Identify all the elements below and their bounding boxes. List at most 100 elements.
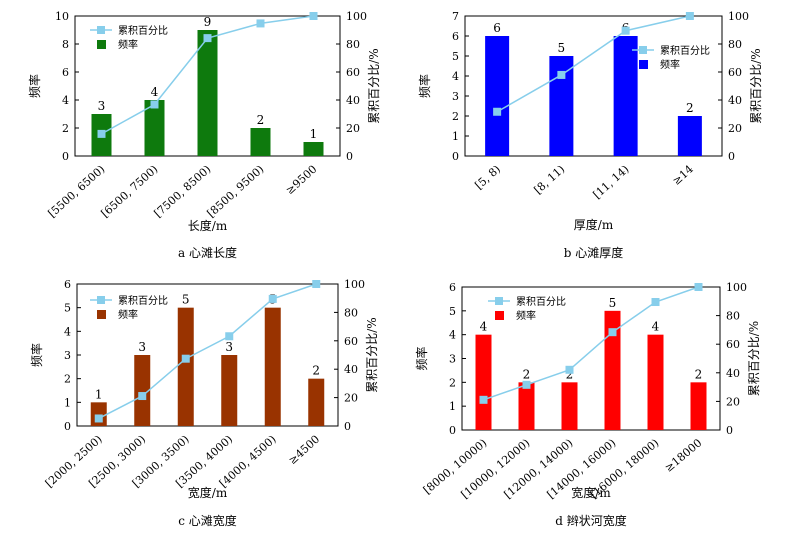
cumulative-marker (608, 328, 617, 337)
left-tick-label: 2 (452, 110, 459, 123)
x-axis-title: 厚度/m (574, 217, 614, 232)
cumulative-marker (565, 365, 574, 374)
bar (647, 334, 664, 430)
right-tick-label: 80 (726, 310, 740, 323)
legend-line-label: 累积百分比 (660, 45, 710, 57)
left-tick-label: 1 (449, 400, 456, 413)
cumulative-marker (138, 392, 147, 401)
legend-line-label: 累积百分比 (118, 25, 168, 37)
left-tick-label: 2 (62, 122, 69, 135)
bar-value-label: 2 (257, 113, 265, 127)
right-tick-label: 0 (728, 150, 735, 163)
left-tick-label: 2 (449, 376, 456, 389)
left-tick-label: 5 (64, 302, 71, 315)
bar (221, 355, 238, 426)
bar-value-label: 4 (652, 320, 660, 334)
bar-value-label: 4 (151, 85, 159, 99)
legend-bar-label: 频率 (118, 308, 138, 321)
chart-panel-1: 012345670204060801006562[5, 8)[8, 11)[11… (417, 10, 763, 260)
bar (561, 382, 578, 430)
legend-bar-label: 频率 (660, 58, 680, 71)
x-tick-label: [5, 8) (472, 163, 503, 192)
left-tick-label: 4 (62, 94, 69, 107)
legend-bar-swatch (495, 311, 504, 320)
left-tick-label: 6 (452, 30, 459, 43)
left-tick-label: 1 (64, 396, 71, 409)
bar-value-label: 2 (686, 101, 694, 115)
left-tick-label: 3 (64, 349, 71, 362)
right-axis-title: 累积百分比/% (365, 317, 379, 392)
right-tick-label: 20 (346, 122, 360, 135)
bar-value-label: 6 (493, 21, 501, 35)
x-tick-label: [8500, 9500) (205, 163, 267, 221)
panel-caption: c 心滩宽度 (178, 513, 237, 528)
bar-value-label: 2 (695, 367, 703, 381)
bar-value-label: 2 (566, 367, 574, 381)
legend-bar-swatch (639, 60, 648, 69)
bar (604, 310, 621, 430)
cumulative-marker (97, 129, 106, 138)
cumulative-marker (150, 100, 159, 109)
right-tick-label: 60 (344, 335, 358, 348)
left-tick-label: 10 (55, 10, 69, 23)
legend-bar-swatch (97, 310, 106, 319)
legend-line-label: 累积百分比 (118, 295, 168, 307)
bar (264, 307, 281, 426)
bar-value-label: 5 (182, 293, 190, 307)
left-axis-title: 频率 (27, 74, 42, 98)
left-tick-label: 5 (449, 305, 456, 318)
right-axis-title: 累积百分比/% (749, 48, 763, 123)
left-tick-label: 4 (64, 325, 71, 338)
legend-line-marker (97, 296, 105, 304)
bar-value-label: 2 (523, 367, 531, 381)
bar-value-label: 5 (609, 296, 617, 310)
x-tick-label: ≥4500 (286, 433, 322, 468)
cumulative-marker (479, 395, 488, 404)
bar (177, 307, 194, 426)
right-tick-label: 80 (728, 38, 742, 51)
legend-line-marker (97, 26, 105, 34)
x-tick-label: [8, 11) (532, 163, 568, 197)
bar-value-label: 2 (312, 364, 320, 378)
left-tick-label: 5 (452, 50, 459, 63)
right-tick-label: 60 (346, 66, 360, 79)
cumulative-marker (694, 283, 703, 291)
bar (250, 128, 271, 156)
left-tick-label: 6 (64, 278, 71, 291)
cumulative-marker (181, 354, 190, 363)
cumulative-marker (651, 298, 660, 307)
bar (485, 36, 510, 156)
bar-value-label: 9 (204, 15, 212, 29)
left-tick-label: 6 (449, 281, 456, 294)
right-tick-label: 80 (344, 306, 358, 319)
panel-caption: a 心滩长度 (178, 245, 237, 260)
right-tick-label: 0 (346, 150, 353, 163)
cumulative-marker (256, 19, 265, 28)
left-tick-label: 1 (452, 130, 459, 143)
left-axis-title: 频率 (417, 74, 432, 98)
left-tick-label: 4 (452, 70, 459, 83)
bar (475, 334, 492, 430)
left-axis-title: 频率 (29, 343, 44, 367)
x-tick-label: ≥18000 (662, 436, 704, 474)
right-axis-title: 累积百分比/% (367, 48, 381, 123)
plot-frame (464, 15, 723, 157)
right-tick-label: 0 (344, 420, 351, 433)
right-tick-label: 40 (346, 94, 360, 107)
legend-line-marker (639, 46, 647, 54)
left-tick-label: 0 (449, 424, 456, 437)
bar-value-label: 3 (138, 340, 146, 354)
bar (144, 100, 165, 156)
right-tick-label: 40 (344, 363, 358, 376)
right-tick-label: 20 (726, 395, 740, 408)
chart-panel-2: 0123456020406080100135352[2000, 2500)[25… (29, 278, 379, 528)
bar (303, 142, 324, 156)
bar-value-label: 5 (558, 41, 566, 55)
right-tick-label: 40 (726, 367, 740, 380)
right-axis-title: 累积百分比/% (747, 321, 761, 396)
